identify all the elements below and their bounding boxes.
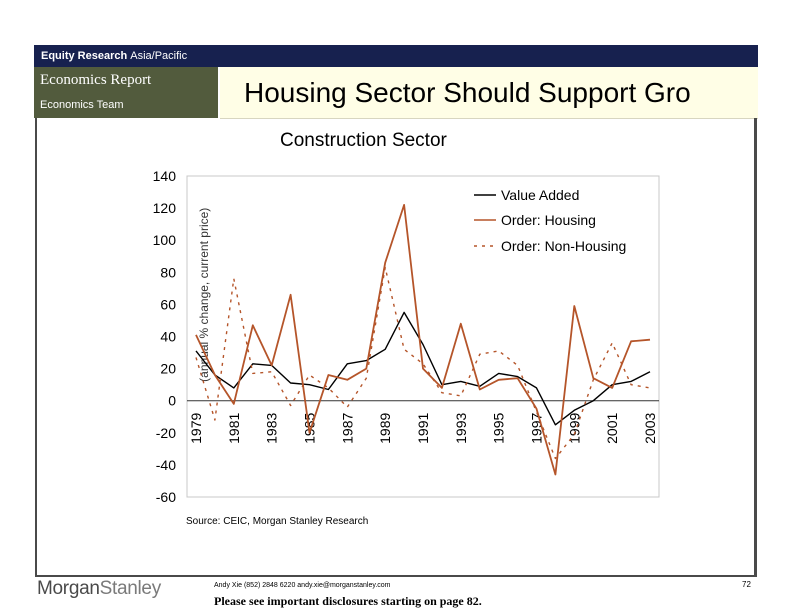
y-tick-label: 120	[153, 200, 177, 216]
x-tick-label: 1993	[453, 412, 469, 443]
report-type-label: Economics Report	[40, 72, 152, 88]
y-tick-label: -20	[156, 425, 176, 441]
y-tick-label: 100	[153, 232, 177, 248]
y-tick-label: 40	[160, 329, 176, 345]
y-tick-label: 0	[168, 393, 176, 409]
frame-bottom-border	[35, 575, 757, 577]
frame-right-border	[754, 118, 757, 576]
chart-title: Construction Sector	[280, 130, 447, 151]
x-tick-label: 2003	[642, 412, 658, 443]
report-type-box: Economics Report Economics Team	[34, 67, 218, 118]
x-tick-label: 2001	[604, 412, 620, 443]
chart-source: Source: CEIC, Morgan Stanley Research	[186, 516, 369, 527]
x-tick-label: 1991	[415, 412, 431, 443]
frame-left-border	[35, 118, 37, 576]
y-tick-label: -60	[156, 489, 176, 505]
construction-sector-chart: -60 -40 -20 0 20 40 60 80 100 120 140 1979 1981 1983 1…	[153, 168, 660, 505]
region-label: Asia/Pacific	[130, 50, 188, 62]
morgan-stanley-logo: MorganStanley	[37, 578, 161, 600]
plot-area	[186, 175, 660, 498]
order-non-housing-line	[195, 266, 651, 460]
y-tick-label: 60	[160, 296, 176, 312]
x-tick-label: 1987	[339, 412, 355, 443]
equity-research-label: Equity Research Asia/Pacific	[41, 50, 187, 62]
title-box: Housing Sector Should Support Gro	[220, 67, 758, 119]
x-tick-label: 1999	[566, 412, 582, 443]
research-header-bar: Equity Research Asia/Pacific	[34, 45, 758, 67]
page-title: Housing Sector Should Support Gro	[244, 77, 691, 108]
x-tick-label: 1979	[188, 412, 204, 443]
legend-order-housing-label: Order: Housing	[501, 212, 596, 228]
y-tick-label: 80	[160, 264, 176, 280]
disclosure-link[interactable]: Please see important disclosures startin…	[214, 594, 482, 608]
x-tick-label: 1995	[491, 412, 507, 443]
logo-morgan: Morgan	[37, 578, 100, 599]
equity-research-text: Equity Research	[41, 50, 128, 62]
y-tick-label: 140	[153, 168, 177, 184]
x-tick-label: 1983	[264, 412, 280, 443]
y-tick-label: 20	[160, 361, 176, 377]
y-axis-label: (annual % change, current price)	[197, 208, 211, 382]
logo-stanley: Stanley	[99, 578, 162, 599]
legend-order-non-housing-label: Order: Non-Housing	[501, 238, 626, 254]
analyst-contact: Andy Xie (852) 2848 6220 andy.xie@morgan…	[214, 582, 391, 589]
page-number: 72	[742, 580, 751, 589]
x-tick-label: 1981	[226, 412, 242, 443]
legend-value-added-label: Value Added	[501, 187, 579, 203]
y-tick-label: -40	[156, 457, 176, 473]
team-label: Economics Team	[40, 99, 124, 111]
x-tick-label: 1989	[377, 412, 393, 443]
order-housing-line	[195, 204, 651, 476]
